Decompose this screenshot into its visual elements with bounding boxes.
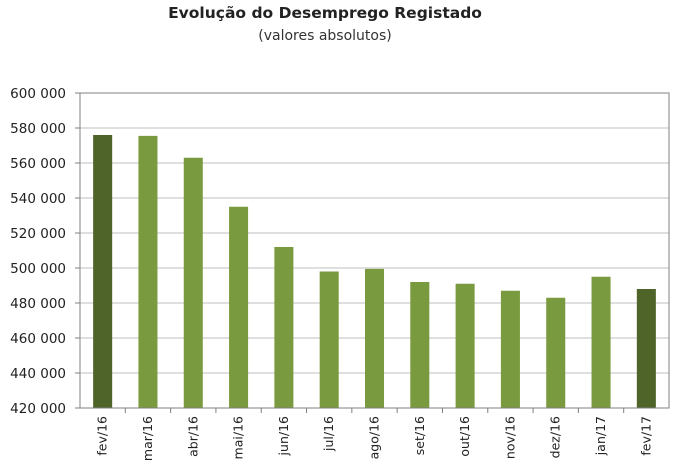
x-tick-label: dez/16 bbox=[548, 416, 563, 458]
x-tick-label: fev/16 bbox=[95, 416, 110, 456]
y-tick-label: 580 000 bbox=[10, 121, 66, 137]
y-tick-label: 500 000 bbox=[10, 261, 66, 277]
bar-dez-16 bbox=[546, 297, 566, 408]
x-tick-label: fev/17 bbox=[638, 416, 653, 456]
bar-out-16 bbox=[455, 283, 475, 408]
x-tick-labels: fev/16 mar/16 abr/16 mai/16 jun/16 jul/16 ago/… bbox=[95, 416, 654, 461]
bar-jul-16 bbox=[319, 271, 339, 408]
chart-subtitle: (valores absolutos) bbox=[258, 28, 392, 44]
bar-nov-16 bbox=[500, 290, 520, 408]
y-tick-label: 600 000 bbox=[10, 86, 66, 102]
bars bbox=[93, 135, 656, 408]
x-tick-label: out/16 bbox=[457, 416, 472, 457]
y-tick-label: 560 000 bbox=[10, 156, 66, 172]
x-tick-label: nov/16 bbox=[502, 416, 517, 459]
x-tick-label: ago/16 bbox=[367, 416, 382, 459]
bar-ago-16 bbox=[364, 268, 385, 408]
bar-mar-16 bbox=[138, 135, 158, 408]
x-tick-label: mar/16 bbox=[140, 416, 155, 461]
x-tick-label: jul/16 bbox=[321, 416, 336, 452]
axes bbox=[75, 92, 670, 413]
y-tick-label: 480 000 bbox=[10, 296, 66, 312]
y-tick-label: 420 000 bbox=[10, 401, 66, 417]
x-tick-label: abr/16 bbox=[185, 416, 200, 457]
y-tick-labels: 420 000 440 000 460 000 480 000 500 000 520 0… bbox=[10, 86, 66, 417]
bar-jan-17 bbox=[591, 276, 611, 408]
bar-fev-17 bbox=[636, 289, 656, 408]
bar-jun-16 bbox=[274, 247, 294, 408]
bar-abr-16 bbox=[183, 157, 203, 408]
x-tick-label: mai/16 bbox=[231, 416, 246, 459]
chart-title: Evolução do Desemprego Registado bbox=[168, 4, 482, 22]
x-tick-label: jan/17 bbox=[593, 416, 608, 456]
y-tick-label: 440 000 bbox=[10, 366, 66, 382]
bar-fev-16 bbox=[93, 135, 113, 408]
x-tick-label: jun/16 bbox=[276, 416, 291, 456]
bar-set-16 bbox=[410, 282, 430, 408]
y-tick-label: 540 000 bbox=[10, 191, 66, 207]
plot-area-border bbox=[79, 92, 670, 409]
y-tick-label: 460 000 bbox=[10, 331, 66, 347]
y-tick-label: 520 000 bbox=[10, 226, 66, 242]
bar-mai-16 bbox=[229, 206, 249, 408]
gridlines bbox=[80, 92, 669, 374]
x-tick-label: set/16 bbox=[412, 416, 427, 455]
